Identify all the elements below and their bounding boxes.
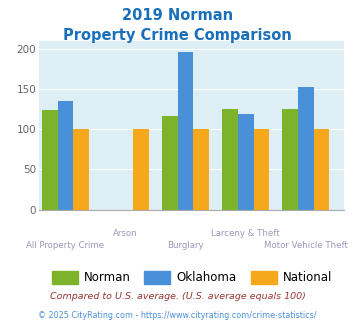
Bar	[282, 109, 298, 210]
Bar	[162, 116, 178, 210]
Text: Compared to U.S. average. (U.S. average equals 100): Compared to U.S. average. (U.S. average …	[50, 292, 305, 301]
Bar	[178, 52, 193, 210]
Text: 2019 Norman: 2019 Norman	[122, 8, 233, 23]
Text: Burglary: Burglary	[167, 242, 204, 250]
Text: © 2025 CityRating.com - https://www.cityrating.com/crime-statistics/: © 2025 CityRating.com - https://www.city…	[38, 311, 317, 320]
Bar	[298, 87, 313, 210]
Bar	[133, 129, 149, 210]
Text: Arson: Arson	[113, 229, 138, 238]
Bar	[253, 129, 269, 210]
Bar	[193, 129, 209, 210]
Text: Property Crime Comparison: Property Crime Comparison	[63, 28, 292, 43]
Bar	[58, 101, 73, 210]
Bar	[222, 109, 238, 210]
Text: All Property Crime: All Property Crime	[26, 242, 105, 250]
Bar	[42, 110, 58, 210]
Bar	[238, 114, 253, 210]
Bar	[313, 129, 329, 210]
Text: Motor Vehicle Theft: Motor Vehicle Theft	[264, 242, 348, 250]
Text: Larceny & Theft: Larceny & Theft	[211, 229, 280, 238]
Bar	[73, 129, 89, 210]
Legend: Norman, Oklahoma, National: Norman, Oklahoma, National	[47, 266, 337, 289]
